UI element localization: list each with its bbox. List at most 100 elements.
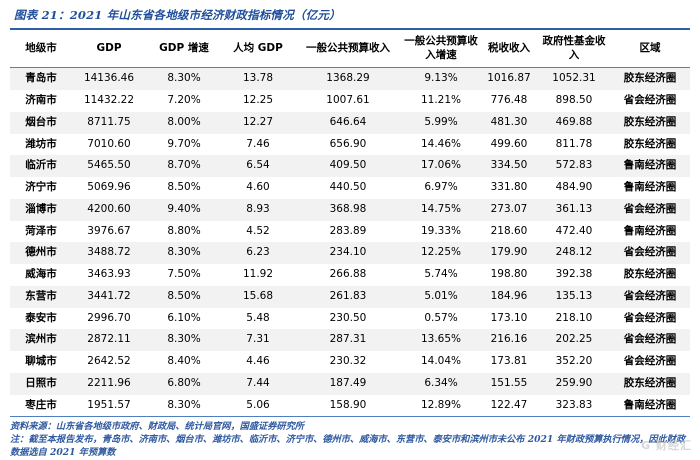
column-header-government-fund-revenue: 政府性基金收入 <box>542 35 606 62</box>
cell-gdp: 2211.96 <box>87 376 131 389</box>
note-line: 注：截至本报告发布，青岛市、济南市、烟台市、潍坊市、临沂市、济宁市、德州市、威海… <box>10 434 686 459</box>
cell-tax: 499.60 <box>490 137 528 150</box>
cell-tax: 1016.87 <box>487 72 531 85</box>
table-row: 淄博市 4200.60 9.40% 8.93 368.98 14.75% 273.07 361… <box>10 198 690 221</box>
table-row: 青岛市 14136.46 8.30% 13.78 1368.29 9.13% 1016.87… <box>10 67 690 91</box>
cell-budget: 230.32 <box>329 355 367 368</box>
table-row: 德州市 3488.72 8.30% 6.23 234.10 12.25% 179.90 248… <box>10 242 690 265</box>
cell-gdp: 8711.75 <box>87 115 131 128</box>
cell-tax: 481.30 <box>490 115 528 128</box>
cell-tax: 334.50 <box>490 159 528 172</box>
column-header-gdp-growth: GDP 增速 <box>159 42 209 55</box>
cell-city: 泰安市 <box>25 311 57 324</box>
economic-indicators-table: 地级市 GDP GDP 增速 人均 GDP 一般公共预算收入 一般公共预算收入增… <box>10 30 690 418</box>
cell-growth: 8.50% <box>167 181 201 194</box>
cell-growth: 8.80% <box>167 224 201 237</box>
cell-pcgdp: 13.78 <box>242 72 274 85</box>
cell-bgrowth: 14.75% <box>420 202 462 215</box>
cell-gdp: 14136.46 <box>83 72 135 85</box>
cell-gdp: 2996.70 <box>87 311 131 324</box>
cell-bgrowth: 5.01% <box>424 289 458 302</box>
cell-fund: 135.13 <box>555 289 593 302</box>
cell-pcgdp: 5.06 <box>222 394 294 418</box>
cell-budget: 266.88 <box>329 268 367 281</box>
column-header-gdp: GDP <box>96 42 122 55</box>
cell-budget: 287.31 <box>329 333 367 346</box>
cell-city: 滨州市 <box>25 333 57 346</box>
cell-bgrowth: 13.65% <box>420 333 462 346</box>
cell-tax: 216.16 <box>490 333 528 346</box>
cell-region: 鲁南经济圈 <box>623 181 677 194</box>
column-header-city: 地级市 <box>25 42 57 55</box>
cell-gdp: 11432.22 <box>83 94 135 107</box>
cell-bgrowth: 0.57% <box>424 311 458 324</box>
cell-region: 省会经济圈 <box>623 246 677 259</box>
cell-fund: 572.83 <box>555 159 593 172</box>
cell-region: 胶东经济圈 <box>623 115 677 128</box>
cell-growth: 8.30% <box>167 72 201 85</box>
cell-region: 鲁南经济圈 <box>623 224 677 237</box>
cell-bgrowth: 14.04% <box>420 355 462 368</box>
cell-region: 省会经济圈 <box>623 202 677 215</box>
cell-fund: 392.38 <box>555 268 593 281</box>
cell-budget: 440.50 <box>329 181 367 194</box>
cell-growth: 8.30% <box>167 333 201 346</box>
cell-bgrowth: 12.89% <box>402 394 480 418</box>
column-header-public-budget-revenue: 一般公共预算收入 <box>306 42 390 55</box>
cell-region: 胶东经济圈 <box>623 72 677 85</box>
cell-budget: 646.64 <box>329 115 367 128</box>
cell-fund: 472.40 <box>555 224 593 237</box>
table-row: 滨州市 2872.11 8.30% 7.31 287.31 13.65% 216.16 202… <box>10 329 690 352</box>
cell-pcgdp: 5.48 <box>246 311 270 324</box>
cell-bgrowth: 19.33% <box>420 224 462 237</box>
cell-pcgdp: 15.68 <box>242 289 274 302</box>
cell-city: 威海市 <box>25 268 57 281</box>
table-body: 青岛市 14136.46 8.30% 13.78 1368.29 9.13% 1016.87… <box>10 67 690 418</box>
cell-region: 胶东经济圈 <box>623 376 677 389</box>
cell-fund: 202.25 <box>555 333 593 346</box>
cell-region: 胶东经济圈 <box>623 137 677 150</box>
cell-budget: 656.90 <box>329 137 367 150</box>
cell-gdp: 4200.60 <box>87 202 131 215</box>
cell-tax: 151.55 <box>490 376 528 389</box>
cell-budget: 283.89 <box>329 224 367 237</box>
cell-fund: 352.20 <box>555 355 593 368</box>
cell-region: 胶东经济圈 <box>623 268 677 281</box>
cell-fund: 361.13 <box>555 202 593 215</box>
cell-gdp: 2642.52 <box>87 355 131 368</box>
cell-tax: 198.80 <box>490 268 528 281</box>
cell-pcgdp: 7.46 <box>246 137 270 150</box>
cell-bgrowth: 5.74% <box>424 268 458 281</box>
cell-city: 淄博市 <box>25 202 57 215</box>
table-row: 临沂市 5465.50 8.70% 6.54 409.50 17.06% 334.50 572… <box>10 155 690 178</box>
cell-city: 潍坊市 <box>25 137 57 150</box>
table-row: 济宁市 5069.96 8.50% 4.60 440.50 6.97% 331.80 484.… <box>10 177 690 199</box>
cell-fund: 484.90 <box>555 181 593 194</box>
cell-pcgdp: 4.46 <box>246 355 270 368</box>
cell-region: 省会经济圈 <box>623 355 677 368</box>
column-header-region: 区域 <box>639 42 661 55</box>
cell-fund: 811.78 <box>555 137 593 150</box>
cell-region: 省会经济圈 <box>623 333 677 346</box>
cell-city: 日照市 <box>25 376 57 389</box>
cell-bgrowth: 11.21% <box>420 94 462 107</box>
cell-city: 青岛市 <box>25 72 57 85</box>
figure-title-bar: 图表 21：2021 年山东省各地级市经济财政指标情况（亿元） <box>0 0 700 26</box>
cell-budget: 234.10 <box>329 246 367 259</box>
column-header-per-capita-gdp: 人均 GDP <box>233 42 283 55</box>
page-title: 图表 21：2021 年山东省各地级市经济财政指标情况（亿元） <box>14 8 341 22</box>
cell-tax: 273.07 <box>490 202 528 215</box>
cell-pcgdp: 12.25 <box>242 94 274 107</box>
title-divider <box>10 28 690 30</box>
table-row: 菏泽市 3976.67 8.80% 4.52 283.89 19.33% 218.60 472… <box>10 221 690 243</box>
table-container: 地级市 GDP GDP 增速 人均 GDP 一般公共预算收入 一般公共预算收入增… <box>10 30 690 418</box>
cell-gdp: 3488.72 <box>87 246 131 259</box>
cell-bgrowth: 9.13% <box>424 72 458 85</box>
table-row: 泰安市 2996.70 6.10% 5.48 230.50 0.57% 173.10 218.… <box>10 308 690 330</box>
cell-bgrowth: 6.97% <box>424 181 458 194</box>
cell-pcgdp: 7.31 <box>246 333 270 346</box>
column-header-public-budget-revenue-growth: 一般公共预算收入增速 <box>404 35 478 62</box>
cell-bgrowth: 12.25% <box>420 246 462 259</box>
source-line: 资料来源：山东省各地级市政府、财政局、统计局官网，国盛证券研究所 <box>10 421 304 433</box>
cell-gdp: 5069.96 <box>87 181 131 194</box>
